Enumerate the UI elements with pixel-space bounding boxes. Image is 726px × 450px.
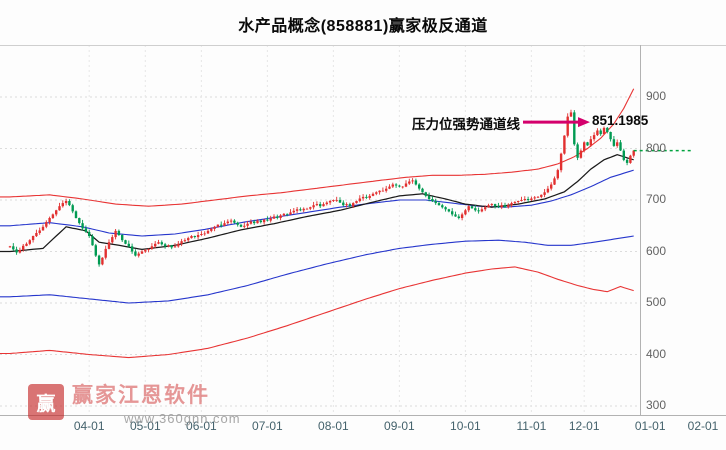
x-axis-label: 07-01 bbox=[252, 419, 283, 433]
resistance-value-label: 851.1985 bbox=[592, 113, 649, 129]
y-axis-label: 500 bbox=[646, 295, 667, 309]
watermark-logo-icon: 赢 bbox=[28, 384, 64, 420]
watermark-logo-char: 赢 bbox=[36, 393, 56, 415]
lower-blue-rail bbox=[0, 235, 634, 304]
y-axis-label: 900 bbox=[646, 89, 667, 103]
y-axis-label: 600 bbox=[646, 243, 667, 258]
x-axis-label: 08-01 bbox=[318, 419, 349, 433]
x-axis-label: 09-01 bbox=[384, 419, 415, 433]
watermark-name: 赢家江恩软件 bbox=[72, 384, 210, 407]
mid-black-line bbox=[0, 154, 634, 253]
x-axis-label: 12-01 bbox=[568, 419, 600, 433]
x-axis-label: 06-01 bbox=[186, 419, 217, 433]
watermark-url: www.360gnn.com bbox=[124, 411, 241, 426]
y-axis-label: 700 bbox=[646, 192, 667, 206]
x-axis-label: 10-01 bbox=[450, 419, 481, 433]
x-axis-label: 05-01 bbox=[129, 419, 161, 433]
y-axis-label: 800 bbox=[646, 140, 667, 155]
chart-title: 水产品概念(858881)赢家极反通道 bbox=[238, 18, 488, 35]
y-axis-label: 300 bbox=[646, 398, 667, 412]
x-axis-label: 02-01 bbox=[687, 419, 719, 433]
x-axis-label: 11-01 bbox=[516, 419, 547, 433]
pressure-line-annotation: 压力位强势通道线 bbox=[412, 117, 520, 133]
upper-red-rail bbox=[0, 88, 635, 207]
resistance-arrow-head bbox=[578, 117, 590, 128]
lower-red-rail bbox=[0, 266, 634, 359]
x-axis-label: 04-01 bbox=[73, 419, 105, 433]
y-axis-label: 400 bbox=[646, 346, 667, 361]
upper-blue-rail bbox=[0, 169, 634, 237]
watermark: 赢 赢家江恩软件 www.360gnn.com bbox=[28, 384, 241, 426]
x-axis-label: 01-01 bbox=[634, 419, 666, 433]
